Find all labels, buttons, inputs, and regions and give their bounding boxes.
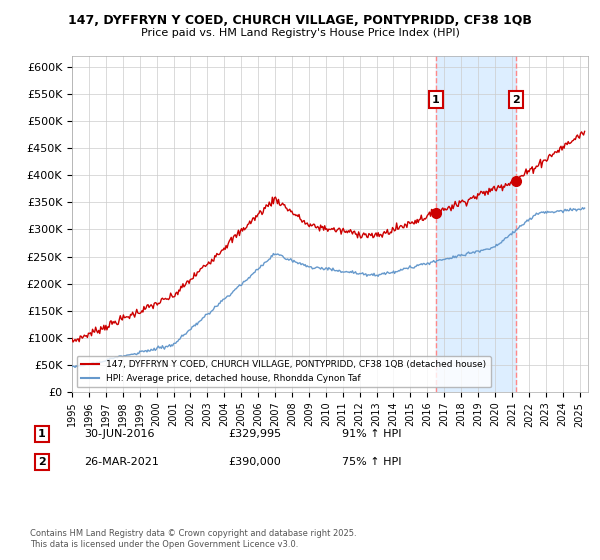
Text: 147, DYFFRYN Y COED, CHURCH VILLAGE, PONTYPRIDD, CF38 1QB: 147, DYFFRYN Y COED, CHURCH VILLAGE, PON… <box>68 14 532 27</box>
Text: 91% ↑ HPI: 91% ↑ HPI <box>342 429 401 439</box>
Text: 2: 2 <box>38 457 46 467</box>
Text: 30-JUN-2016: 30-JUN-2016 <box>84 429 155 439</box>
Text: Contains HM Land Registry data © Crown copyright and database right 2025.
This d: Contains HM Land Registry data © Crown c… <box>30 529 356 549</box>
Text: 75% ↑ HPI: 75% ↑ HPI <box>342 457 401 467</box>
Text: £329,995: £329,995 <box>228 429 281 439</box>
Text: 1: 1 <box>38 429 46 439</box>
Legend: 147, DYFFRYN Y COED, CHURCH VILLAGE, PONTYPRIDD, CF38 1QB (detached house), HPI:: 147, DYFFRYN Y COED, CHURCH VILLAGE, PON… <box>77 356 491 388</box>
Text: 2: 2 <box>512 95 520 105</box>
Text: 1: 1 <box>432 95 440 105</box>
Text: 26-MAR-2021: 26-MAR-2021 <box>84 457 159 467</box>
Text: Price paid vs. HM Land Registry's House Price Index (HPI): Price paid vs. HM Land Registry's House … <box>140 28 460 38</box>
Text: £390,000: £390,000 <box>228 457 281 467</box>
Bar <box>436 56 516 392</box>
